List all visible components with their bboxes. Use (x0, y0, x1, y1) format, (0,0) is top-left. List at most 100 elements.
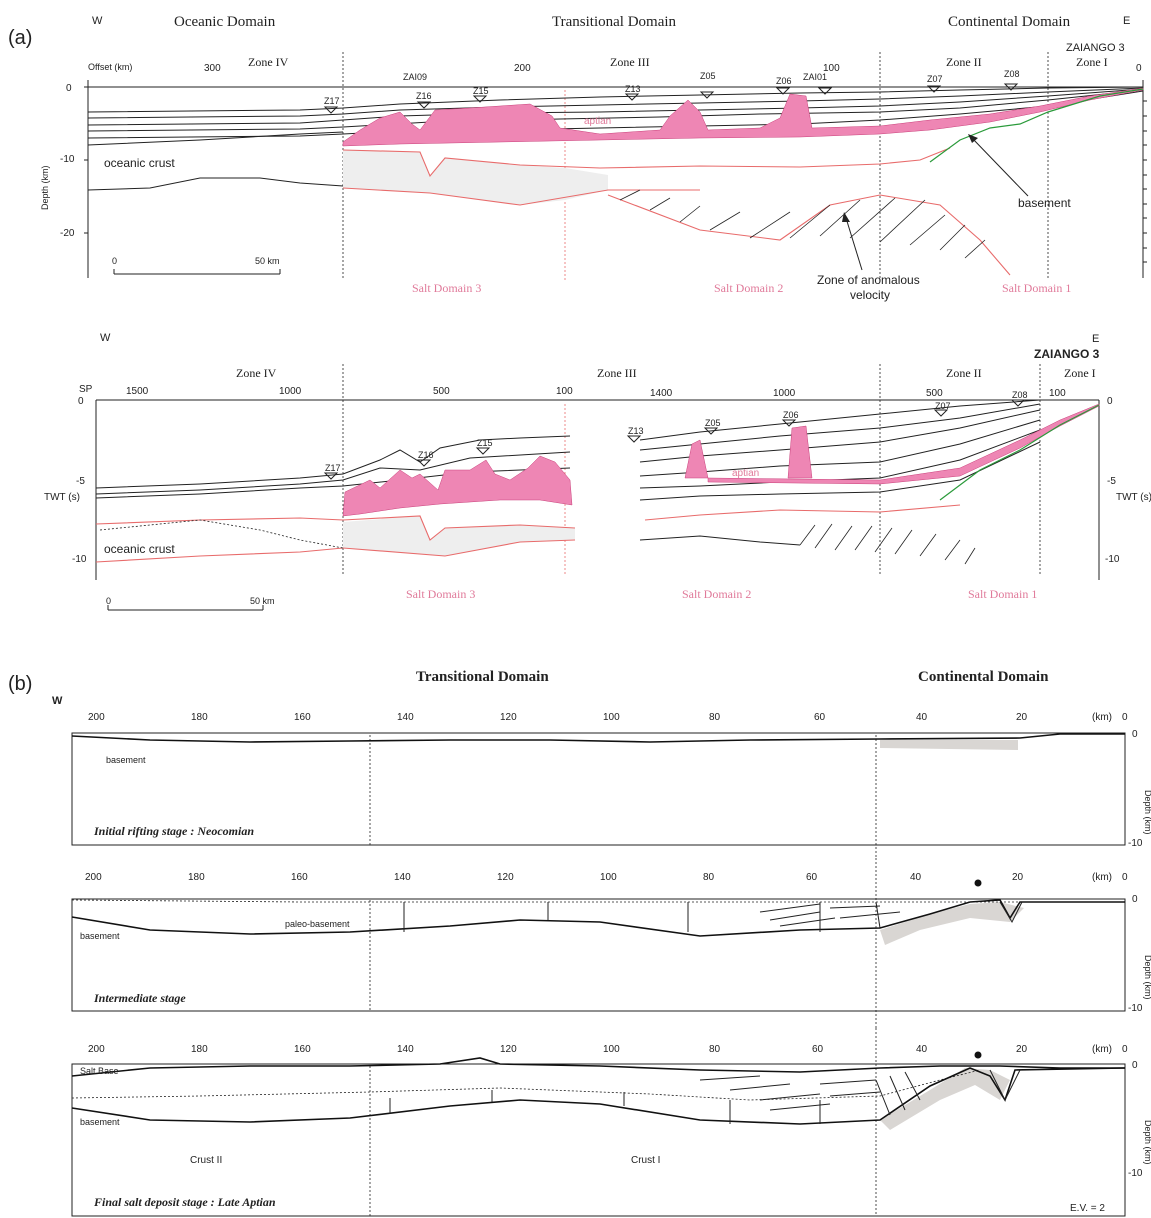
zone-iii: Zone III (610, 55, 650, 69)
b-domain-transitional: Transitional Domain (416, 669, 549, 685)
stage-2-intermediate: 200 180 160 140 120 100 80 60 40 20 (km)… (71, 858, 1151, 1028)
twt-stations (323, 399, 1026, 480)
sp-tick-1500: 1500 (126, 386, 149, 397)
twt-hatch (799, 523, 976, 565)
svg-text:100: 100 (600, 872, 617, 883)
zone-i: Zone I (1076, 55, 1108, 69)
stage-1-x-ticks: 200 180 160 140 120 100 80 60 40 20 (km)… (88, 712, 1128, 723)
stage-1-title: Initial rifting stage : Neocomian (93, 824, 254, 838)
svg-text:0: 0 (1132, 729, 1138, 740)
axis-ticks (84, 86, 1147, 263)
twt-station-z13: Z13 (628, 426, 644, 436)
zone-i-b: Zone I (1064, 366, 1096, 380)
crust-i-label: Crust I (631, 1155, 660, 1166)
x-tick-100: 100 (823, 63, 840, 74)
twt-salt-left (342, 455, 573, 517)
svg-text:0: 0 (1122, 872, 1128, 883)
twt-red-left-1 (95, 515, 576, 541)
panel-b-evolution-stages: (b) W Transitional Domain Continental Do… (8, 669, 1151, 1217)
twt-red-left-2 (95, 539, 576, 563)
svg-text:200: 200 (88, 1044, 105, 1055)
svg-text:80: 80 (709, 1044, 721, 1055)
panel-a-depth-section: (a) W E Oceanic Domain Transitional Doma… (8, 14, 1147, 302)
well-zaiango-3: ZAIANGO 3 (1066, 42, 1125, 54)
y-tick-20: -20 (60, 228, 75, 239)
zone-iv-b: Zone IV (236, 366, 277, 380)
svg-text:Depth (km): Depth (km) (1143, 790, 1151, 835)
svg-text:120: 120 (500, 712, 517, 723)
svg-text:(km): (km) (1092, 872, 1112, 883)
twt-tick-10: -10 (72, 554, 87, 565)
svg-text:180: 180 (188, 872, 205, 883)
domain-transitional: Transitional Domain (552, 14, 677, 30)
svg-text:180: 180 (191, 1044, 208, 1055)
svg-text:160: 160 (294, 1044, 311, 1055)
svg-text:200: 200 (85, 872, 102, 883)
twt-aptian-label: aptian (732, 468, 759, 479)
sp-tick-500: 500 (433, 386, 450, 397)
svg-text:140: 140 (397, 712, 414, 723)
svg-text:160: 160 (291, 872, 308, 883)
svg-text:180: 180 (191, 712, 208, 723)
stage-1-initial-rifting: 200 180 160 140 120 100 80 60 40 20 (km)… (71, 712, 1151, 858)
crust-ii-label: Crust II (190, 1155, 222, 1166)
station-zai09: ZAI09 (403, 72, 427, 82)
anomalous-label-line2: velocity (850, 288, 890, 302)
svg-text:100: 100 (603, 712, 620, 723)
svg-text:Depth (km): Depth (km) (1143, 955, 1151, 1000)
salt-domain-2: Salt Domain 2 (714, 281, 783, 295)
twt-salt-domain-2: Salt Domain 2 (682, 587, 751, 601)
twt-tick-10-r: -10 (1105, 554, 1120, 565)
svg-text:120: 120 (497, 872, 514, 883)
stage-2-basement-label: basement (80, 931, 120, 941)
zone-iii-b: Zone III (597, 366, 637, 380)
stage-3-final-salt: 200 180 160 140 120 100 80 60 40 20 (km)… (71, 1028, 1151, 1217)
twt-scale-end: 50 km (250, 596, 275, 606)
stage-2-title: Intermediate stage (93, 991, 186, 1005)
sp-tick-1000-b: 1000 (773, 388, 796, 399)
grey-crust-region (343, 150, 608, 205)
stage-2-x-ticks: 200 180 160 140 120 100 80 60 40 20 (km)… (85, 872, 1128, 883)
y-tick-0: 0 (66, 83, 72, 94)
twt-oceanic-crust-label: oceanic crust (104, 542, 175, 556)
zone-ii-b: Zone II (946, 366, 982, 380)
offset-axis-label: Offset (km) (88, 62, 132, 72)
anomalous-velocity-hatch (619, 189, 986, 259)
panel-a-label: (a) (8, 27, 32, 49)
stage-3-faults (389, 1069, 1021, 1124)
svg-text:160: 160 (294, 712, 311, 723)
panel-a-twt-section: W E ZAIANGO 3 Zone IV Zone III Zone II Z… (44, 332, 1151, 611)
stage-3-basement-label: basement (80, 1117, 120, 1127)
basement-label: basement (1018, 196, 1071, 210)
aptian-label: aptian (584, 116, 611, 127)
salt-domain-3: Salt Domain 3 (412, 281, 481, 295)
svg-text:-10: -10 (1128, 1003, 1143, 1014)
x-tick-300: 300 (204, 63, 221, 74)
east-label: E (1123, 15, 1130, 27)
svg-text:0: 0 (1122, 712, 1128, 723)
svg-text:140: 140 (397, 1044, 414, 1055)
zone-ii: Zone II (946, 55, 982, 69)
basement-arrow-head (968, 134, 978, 143)
twt-tick-5: -5 (76, 476, 85, 487)
stage-2-marker-dot (974, 879, 982, 887)
oceanic-crust-base (87, 177, 344, 191)
twt-salt-domain-3: Salt Domain 3 (406, 587, 475, 601)
svg-text:40: 40 (916, 712, 928, 723)
svg-text:40: 40 (916, 1044, 928, 1055)
svg-text:(km): (km) (1092, 1044, 1112, 1055)
svg-text:60: 60 (812, 1044, 824, 1055)
station-z05: Z05 (700, 71, 716, 81)
twt-axis-label: TWT (s) (44, 492, 80, 503)
station-z06: Z06 (776, 76, 792, 86)
x-tick-0: 0 (1136, 63, 1142, 74)
station-z16: Z16 (416, 91, 432, 101)
red-crust-base (342, 187, 700, 206)
svg-text:40: 40 (910, 872, 922, 883)
sp-tick-1000: 1000 (279, 386, 302, 397)
oceanic-crust-top (87, 131, 344, 146)
twt-axis-label-r: TWT (s) (1116, 492, 1151, 503)
twt-station-z15: Z15 (477, 438, 493, 448)
twt-station-z05: Z05 (705, 418, 721, 428)
red-crust-top (342, 147, 951, 178)
